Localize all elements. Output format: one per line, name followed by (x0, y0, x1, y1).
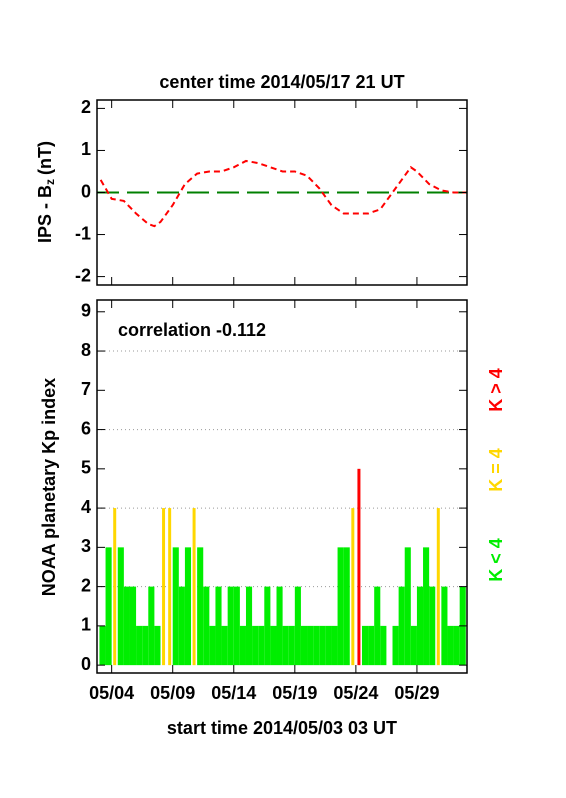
bar (209, 625, 216, 666)
bar (227, 586, 234, 666)
x-tick-label: 05/14 (211, 683, 256, 703)
bar (154, 625, 161, 666)
bar (105, 547, 112, 666)
bar (374, 586, 381, 666)
x-tick-label: 05/29 (394, 683, 439, 703)
legend-label: K < 4 (486, 538, 506, 582)
annotation: correlation -0.112 (118, 320, 266, 340)
y-axis-label: NOAA planetary Kp index (39, 378, 59, 596)
y-tick-label: 0 (81, 181, 91, 201)
bar (239, 625, 246, 666)
x-tick-label: 05/09 (150, 683, 195, 703)
bar (276, 586, 283, 666)
bar (192, 508, 196, 666)
bar (410, 625, 417, 666)
y-tick-label: 4 (81, 497, 91, 517)
y-tick-label: 2 (81, 575, 91, 595)
plot-frame (96, 99, 468, 286)
x-tick-label: 05/04 (89, 683, 134, 703)
bar (172, 547, 179, 666)
legend-label: K = 4 (486, 448, 506, 492)
bar (398, 586, 405, 666)
bar (325, 625, 332, 666)
bar (453, 625, 460, 666)
bar (331, 625, 338, 666)
bar (184, 547, 192, 666)
bar (282, 625, 289, 666)
bar (368, 625, 375, 666)
x-axis-label: start time 2014/05/03 03 UT (167, 718, 397, 738)
bar (168, 508, 172, 666)
y-label-text: IPS - B (35, 185, 55, 243)
bar (178, 586, 185, 666)
bar (215, 586, 222, 666)
x-tick-label: 05/19 (272, 683, 317, 703)
bar (361, 625, 369, 666)
bar (441, 586, 448, 666)
bar (288, 625, 295, 666)
y-tick-label: 6 (81, 418, 91, 438)
bar (294, 586, 301, 666)
y-tick-label: 2 (81, 97, 91, 117)
bar (197, 547, 204, 666)
bar (142, 625, 149, 666)
bar (313, 625, 320, 666)
y-label-unit: (nT) (35, 141, 55, 175)
bar (351, 508, 355, 666)
y-label-sub: z (43, 179, 57, 185)
bar (233, 586, 240, 666)
bar (423, 547, 430, 666)
y-tick-label: -1 (75, 223, 91, 243)
bar (136, 625, 143, 666)
bar (129, 586, 137, 666)
bar (343, 547, 350, 666)
bar (245, 586, 253, 666)
bar (447, 625, 454, 666)
bar (307, 625, 314, 666)
bar (319, 625, 326, 666)
x-tick-label: 05/24 (333, 683, 378, 703)
bar (148, 586, 155, 666)
bar (117, 547, 124, 666)
bar (436, 508, 440, 666)
y-tick-label: 7 (81, 379, 91, 399)
bar (404, 547, 411, 666)
bar (416, 586, 424, 666)
y-tick-label: 9 (81, 301, 91, 321)
bar (113, 508, 117, 666)
bar (392, 625, 399, 666)
bar (357, 468, 361, 666)
y-tick-label: 1 (81, 139, 91, 159)
y-axis-label: IPS - Bz (nT) (35, 141, 57, 243)
bar (258, 625, 265, 666)
bar (300, 625, 308, 666)
y-tick-label: 3 (81, 536, 91, 556)
bar (99, 625, 106, 666)
y-tick-label: 5 (81, 458, 91, 478)
y-tick-label: 0 (81, 654, 91, 674)
y-tick-label: 1 (81, 615, 91, 635)
bar (337, 547, 344, 666)
chart-title: center time 2014/05/17 21 UT (159, 72, 404, 92)
bar (221, 625, 228, 666)
bar (123, 586, 130, 666)
y-tick-label: 8 (81, 340, 91, 360)
y-tick-label: -2 (75, 265, 91, 285)
bar (203, 586, 210, 666)
bar (429, 586, 436, 666)
bar (264, 586, 271, 666)
data-line (99, 159, 466, 228)
bar (380, 625, 387, 666)
legend-label: K > 4 (486, 368, 506, 412)
bar (270, 625, 277, 666)
bar (252, 625, 259, 666)
bar (162, 508, 166, 666)
plot-frame (96, 299, 468, 674)
